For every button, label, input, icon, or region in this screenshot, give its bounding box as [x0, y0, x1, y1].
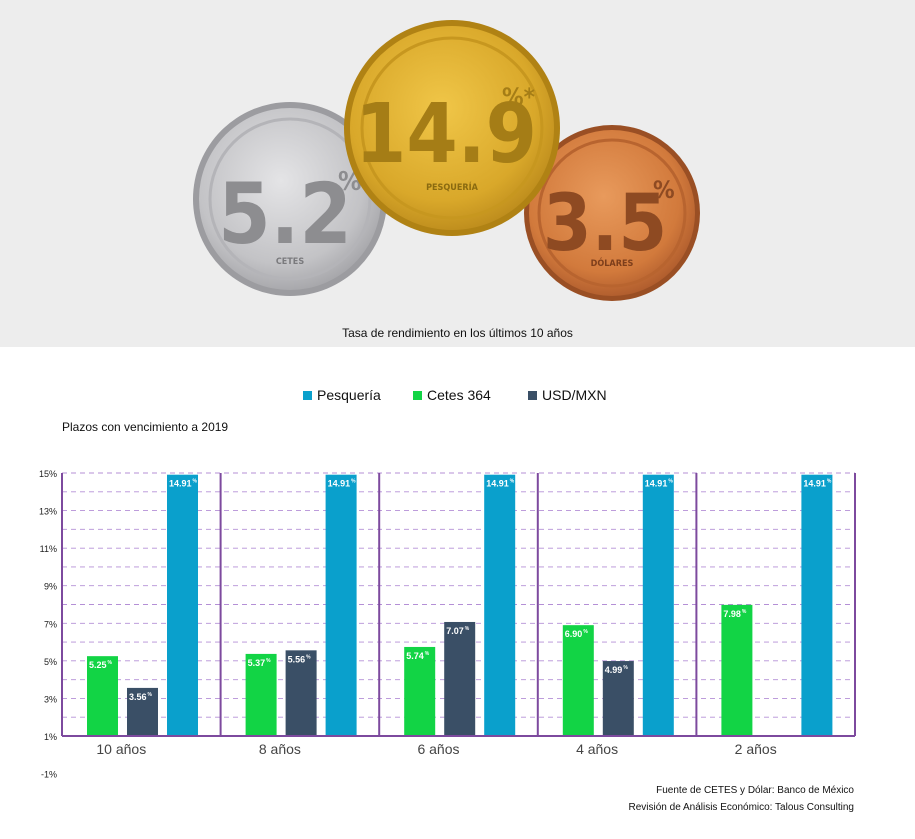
- bar-usd-mxn: [444, 621, 476, 736]
- source-line-2: Revisión de Análisis Económico: Talous C…: [629, 802, 855, 813]
- bar-data-label-suffix: %: [510, 479, 515, 485]
- bar-data-label-suffix: %: [351, 479, 356, 485]
- bar-data-label-suffix: %: [742, 609, 747, 615]
- bar-data-label: 6.90: [565, 629, 583, 639]
- bar-cetes-364: [562, 625, 594, 736]
- bar-data-label: 4.99: [605, 665, 623, 675]
- bar-data-label: .70: [763, 746, 776, 756]
- y-tick-label: 5%: [44, 657, 57, 667]
- caption: Tasa de rendimiento en los últimos 10 añ…: [342, 326, 573, 340]
- bar-data-label-suffix: %: [266, 658, 271, 664]
- y-tick-label: 13%: [39, 507, 57, 517]
- coin-pesqueria-label: PESQUERÍA: [426, 181, 479, 193]
- bar-data-label: 7.07: [446, 626, 464, 636]
- coins-graphic: 5.2 % CETES 3.5 % DÓLARES 14.9 %* PESQUE…: [193, 20, 700, 301]
- bars: 5.25 %3.56 %14.91 %5.37% 5.56 %14.91 %5.74 %7.0…: [87, 474, 833, 756]
- coin-dolares-label: DÓLARES: [591, 257, 634, 269]
- bar-data-label: 5.56: [288, 654, 306, 664]
- legend-swatch-3: [528, 391, 537, 400]
- bar-data-label-suffix: %: [108, 660, 113, 666]
- bar-data-label-suffix: %: [623, 665, 628, 671]
- y-tick-label: 3%: [44, 694, 57, 704]
- legend-swatch-1: [303, 391, 312, 400]
- coin-pesqueria: 14.9 %* PESQUERÍA: [344, 20, 560, 236]
- coin-cetes-label: CETES: [276, 257, 305, 267]
- x-tick-label: 2 años: [735, 741, 777, 757]
- legend-label-1: Pesquería: [317, 387, 381, 403]
- y-tick-label: 15%: [39, 469, 57, 479]
- bar-data-label: 3.56: [129, 692, 147, 702]
- bar-data-label: 14.91: [486, 479, 509, 489]
- bar-pesquer-a: [167, 474, 198, 736]
- bar-usd-mxn: [285, 650, 317, 736]
- coin-pesqueria-value: 14.9: [355, 87, 537, 182]
- coin-dolares-value: 3.5: [543, 179, 667, 269]
- bar-data-label: 14.91: [328, 479, 351, 489]
- bar-data-label: 7.98: [723, 609, 741, 619]
- bar-data-label: 14.91: [169, 479, 192, 489]
- y-axis: 15% 13% 11% 9% 7% 5% 3% 1% -1%: [39, 469, 57, 780]
- y-tick-label: -1%: [41, 770, 57, 780]
- bar-data-label-suffix: %: [583, 629, 588, 635]
- bar-data-label: 14.91: [645, 479, 668, 489]
- bar-cetes-364: [404, 646, 436, 736]
- coin-cetes: 5.2 % CETES: [193, 102, 387, 296]
- x-axis: 10 años 8 años 6 años 4 años 2 años: [61, 473, 856, 757]
- legend-swatch-2: [413, 391, 422, 400]
- legend: Pesquería Cetes 364 USD/MXN: [303, 387, 607, 403]
- y-tick-label: 11%: [40, 544, 57, 554]
- bar-data-label-suffix: %: [193, 479, 198, 485]
- bar-data-label: 5.74: [406, 651, 424, 661]
- bar-chart: Pesquería Cetes 364 USD/MXN Plazos con ven…: [39, 387, 856, 813]
- source-line-1: Fuente de CETES y Dólar: Banco de México: [656, 785, 854, 796]
- top-panel: 5.2 % CETES 3.5 % DÓLARES 14.9 %* PESQUE…: [0, 0, 915, 347]
- bar-data-label-suffix: %: [827, 479, 832, 485]
- bar-pesquer-a: [801, 474, 833, 736]
- y-tick-label: 7%: [44, 619, 57, 629]
- coin-dolares: 3.5 % DÓLARES: [524, 125, 700, 301]
- y-tick-label: 9%: [44, 582, 57, 592]
- x-tick-label: 8 años: [259, 741, 301, 757]
- legend-label-2: Cetes 364: [427, 387, 491, 403]
- bar-usd-mxn: [127, 687, 158, 736]
- bar-data-label: 5.25: [89, 660, 107, 670]
- bar-cetes-364: [87, 656, 118, 736]
- coin-pesqueria-pct: %*: [502, 83, 535, 111]
- bar-data-label-suffix: %: [668, 479, 673, 485]
- y-tick-label: 1%: [44, 732, 57, 742]
- bar-data-label-suffix: %: [777, 746, 782, 752]
- bar-data-label-suffix: %: [425, 651, 430, 657]
- bar-pesquer-a: [484, 474, 516, 736]
- chart-subtitle: Plazos con vencimiento a 2019: [62, 420, 228, 434]
- x-tick-label: 4 años: [576, 741, 618, 757]
- bar-data-label: 14.91: [803, 479, 826, 489]
- coin-cetes-value: 5.2: [218, 165, 352, 263]
- bar-data-label-suffix: %: [465, 626, 470, 632]
- x-tick-label: 10 años: [96, 741, 146, 757]
- x-tick-label: 6 años: [417, 741, 459, 757]
- bar-pesquer-a: [642, 474, 674, 736]
- bar-cetes-364: [721, 604, 753, 736]
- bar-data-label-suffix: %: [306, 654, 311, 660]
- bar-data-label-suffix: %: [148, 692, 153, 698]
- bar-usd-mxn: [602, 661, 634, 736]
- coin-dolares-pct: %: [653, 176, 675, 204]
- legend-label-3: USD/MXN: [542, 387, 607, 403]
- bar-cetes-364: [245, 653, 277, 736]
- bar-pesquer-a: [325, 474, 357, 736]
- bar-data-label: 5.37: [248, 658, 266, 668]
